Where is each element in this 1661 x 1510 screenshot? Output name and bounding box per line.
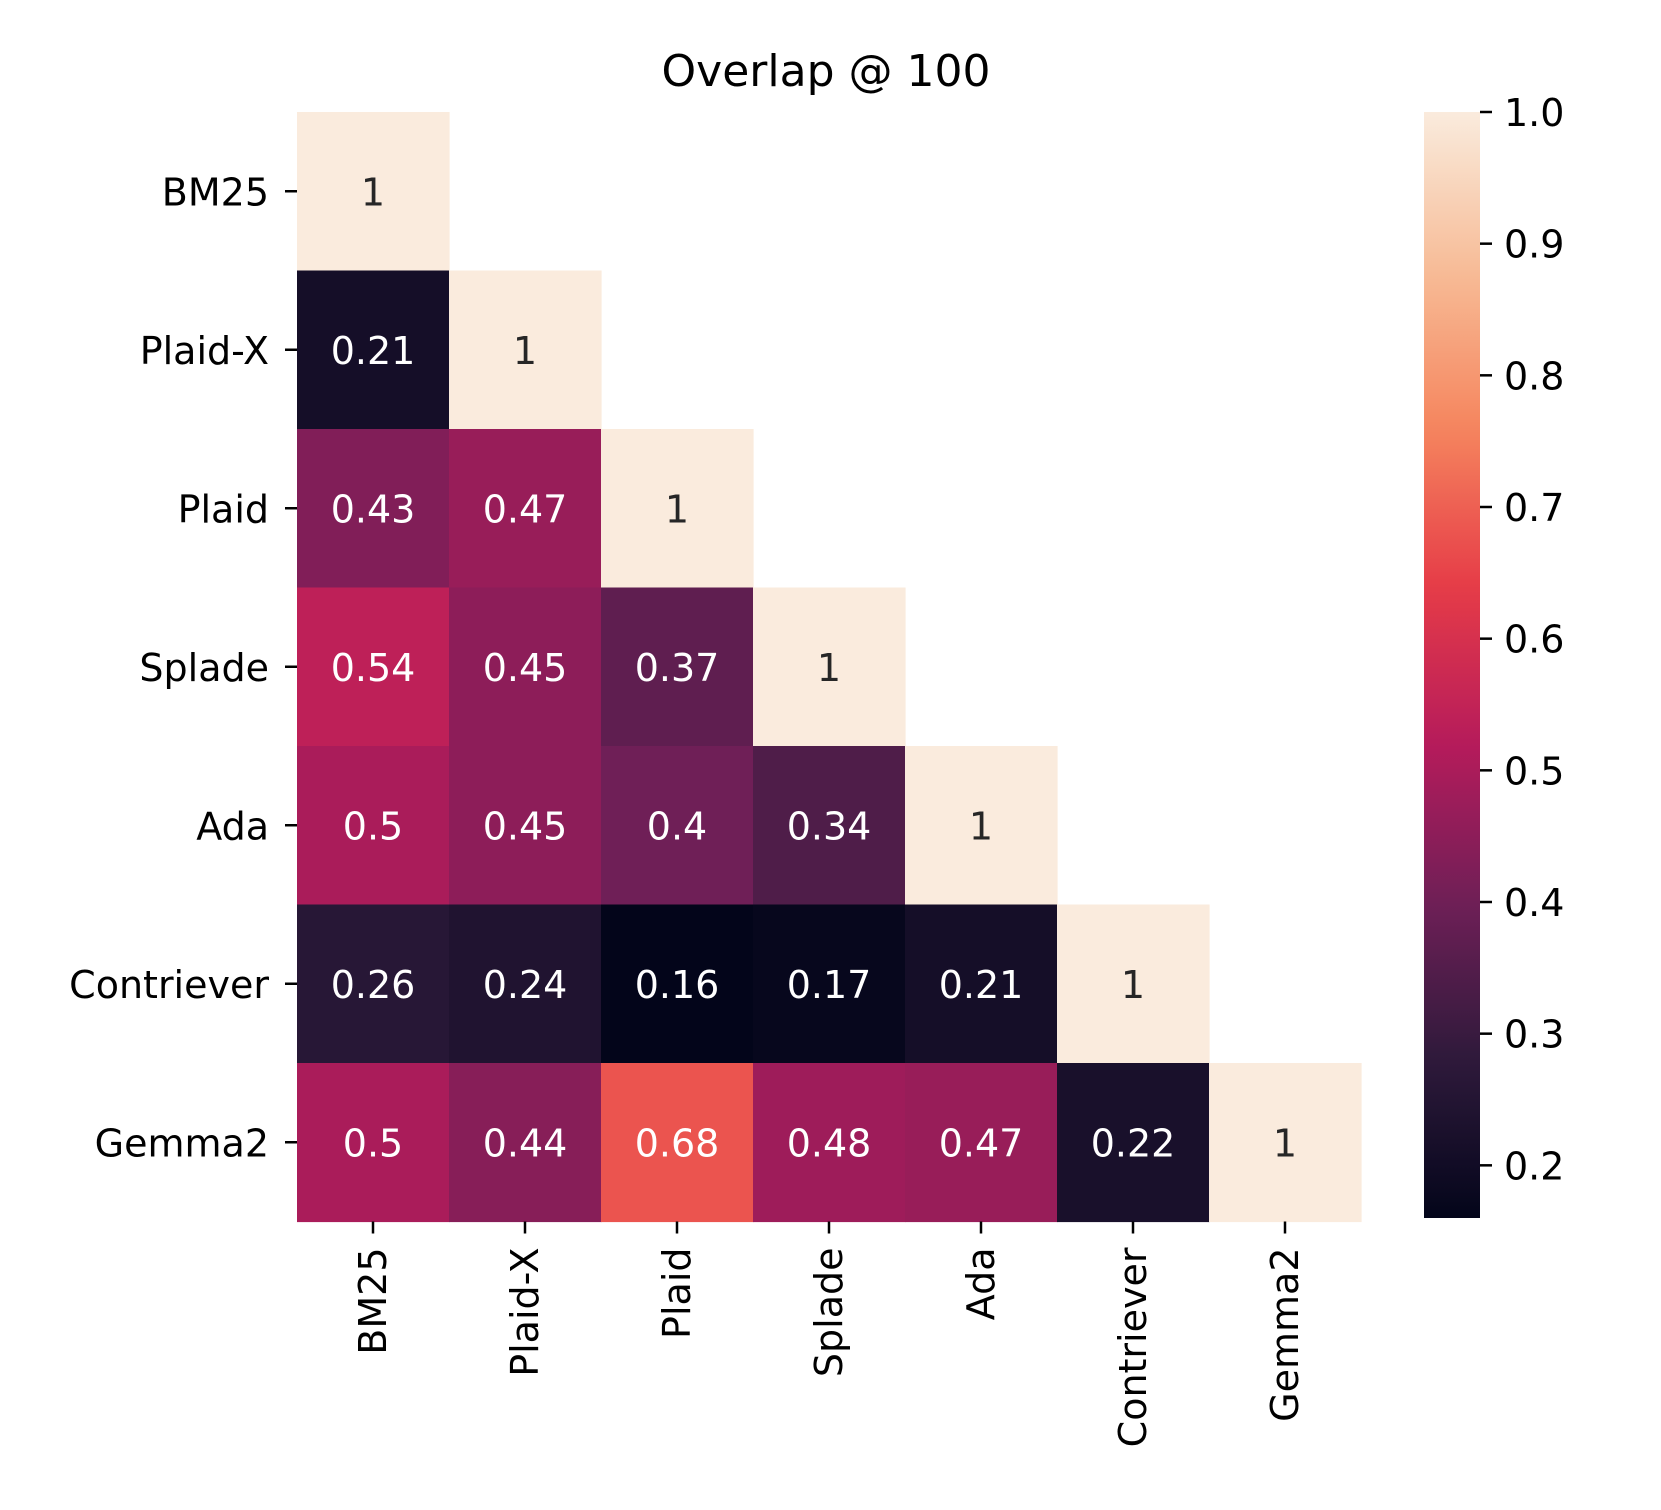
cell-label-6-5: 0.22 xyxy=(1091,1121,1176,1165)
cell-label-5-1: 0.24 xyxy=(483,963,568,1007)
y-tick-label-4: Ada xyxy=(196,804,269,848)
colorbar-tick-label-5: 0.7 xyxy=(1504,486,1564,530)
cell-label-0-0: 1 xyxy=(361,170,385,214)
heatmap-cell-1-0 xyxy=(297,270,450,430)
cell-label-5-0: 0.26 xyxy=(331,963,416,1007)
cell-label-6-2: 0.68 xyxy=(635,1121,720,1165)
heatmap-cell-4-0 xyxy=(297,746,450,906)
cell-label-2-1: 0.47 xyxy=(483,487,568,531)
cell-label-3-1: 0.45 xyxy=(483,646,568,690)
heatmap-cell-5-1 xyxy=(449,904,602,1064)
x-tick-label-6: Gemma2 xyxy=(1263,1248,1307,1422)
heatmap-cell-6-5 xyxy=(1057,1063,1210,1223)
heatmap-cell-3-1 xyxy=(449,587,602,747)
heatmap-cell-3-2 xyxy=(601,587,754,747)
y-tick-label-1: Plaid-X xyxy=(140,329,269,373)
y-tick-label-0: BM25 xyxy=(162,170,269,214)
cell-label-2-2: 1 xyxy=(665,487,689,531)
cell-label-4-3: 0.34 xyxy=(787,804,872,848)
cell-label-6-0: 0.5 xyxy=(343,1121,403,1165)
colorbar-tick-label-2: 0.4 xyxy=(1504,881,1564,925)
heatmap-cell-5-5 xyxy=(1057,904,1210,1064)
heatmap-cell-4-2 xyxy=(601,746,754,906)
y-tick-label-3: Splade xyxy=(139,646,269,690)
heatmap-cell-6-0 xyxy=(297,1063,450,1223)
chart-title: Overlap @ 100 xyxy=(662,46,991,97)
heatmap-cell-6-3 xyxy=(753,1063,906,1223)
heatmap-cell-5-3 xyxy=(753,904,906,1064)
colorbar-tick-label-4: 0.6 xyxy=(1504,618,1564,662)
x-tick-label-5: Contriever xyxy=(1111,1247,1155,1447)
cell-label-6-3: 0.48 xyxy=(787,1121,872,1165)
heatmap-cell-2-2 xyxy=(601,429,754,589)
colorbar-tick-label-6: 0.8 xyxy=(1504,354,1564,398)
cell-label-3-2: 0.37 xyxy=(635,646,720,690)
heatmap-cell-4-4 xyxy=(905,746,1058,906)
y-tick-label-5: Contriever xyxy=(69,963,269,1007)
heatmap-cell-4-3 xyxy=(753,746,906,906)
heatmap-cell-4-1 xyxy=(449,746,602,906)
colorbar-tick-label-3: 0.5 xyxy=(1504,749,1564,793)
x-tick-label-0: BM25 xyxy=(351,1248,395,1355)
colorbar-tick-label-0: 0.2 xyxy=(1504,1144,1564,1188)
heatmap-cell-0-0 xyxy=(297,112,450,272)
heatmap-cell-6-1 xyxy=(449,1063,602,1223)
cell-label-2-0: 0.43 xyxy=(331,487,416,531)
cell-label-4-0: 0.5 xyxy=(343,804,403,848)
cell-label-3-0: 0.54 xyxy=(331,646,416,690)
cell-label-5-2: 0.16 xyxy=(635,963,720,1007)
cell-label-5-3: 0.17 xyxy=(787,963,872,1007)
colorbar-gradient xyxy=(1424,112,1480,1218)
cell-label-6-4: 0.47 xyxy=(939,1121,1024,1165)
colorbar-tick-label-7: 0.9 xyxy=(1504,223,1564,267)
x-tick-label-2: Plaid xyxy=(655,1248,699,1339)
heatmap-cell-5-2 xyxy=(601,904,754,1064)
cell-label-4-1: 0.45 xyxy=(483,804,568,848)
cell-label-5-5: 1 xyxy=(1121,963,1145,1007)
y-tick-label-2: Plaid xyxy=(178,487,269,531)
y-axis: BM25 Plaid-X Plaid Splade Ada Contriever Gemma… xyxy=(69,170,297,1165)
colorbar-tick-label-1: 0.3 xyxy=(1504,1013,1564,1057)
cell-label-4-2: 0.4 xyxy=(647,804,707,848)
x-axis: BM25 Plaid-X Plaid Splade Ada Contriever Gemma… xyxy=(351,1221,1307,1447)
heatmap-cell-6-2 xyxy=(601,1063,754,1223)
cell-label-6-6: 1 xyxy=(1273,1121,1297,1165)
heatmap-cell-2-1 xyxy=(449,429,602,589)
x-tick-label-1: Plaid-X xyxy=(503,1248,547,1377)
cell-label-4-4: 1 xyxy=(969,804,993,848)
cell-label-3-3: 1 xyxy=(817,646,841,690)
heatmap-cells: 1 0.21 1 0.43 0.47 1 0.54 0.45 0.37 1 0.5 0.45 0.4 0.… xyxy=(297,112,1362,1223)
heatmap-cell-1-1 xyxy=(449,270,602,430)
cell-label-6-1: 0.44 xyxy=(483,1121,568,1165)
heatmap-cell-3-3 xyxy=(753,587,906,747)
x-tick-label-4: Ada xyxy=(959,1248,1003,1321)
colorbar: 0.2 0.3 0.4 0.5 0.6 0.7 0.8 0.9 1.0 xyxy=(1424,91,1564,1218)
heatmap-cell-2-0 xyxy=(297,429,450,589)
x-tick-label-3: Splade xyxy=(807,1248,851,1378)
heatmap-cell-6-4 xyxy=(905,1063,1058,1223)
heatmap-cell-5-0 xyxy=(297,904,450,1064)
cell-label-5-4: 0.21 xyxy=(939,963,1024,1007)
cell-label-1-1: 1 xyxy=(513,329,537,373)
heatmap-cell-5-4 xyxy=(905,904,1058,1064)
colorbar-tick-label-8: 1.0 xyxy=(1504,91,1564,135)
cell-label-1-0: 0.21 xyxy=(331,329,416,373)
heatmap-cell-6-6 xyxy=(1209,1063,1362,1223)
heatmap-cell-3-0 xyxy=(297,587,450,747)
y-tick-label-6: Gemma2 xyxy=(95,1121,269,1165)
